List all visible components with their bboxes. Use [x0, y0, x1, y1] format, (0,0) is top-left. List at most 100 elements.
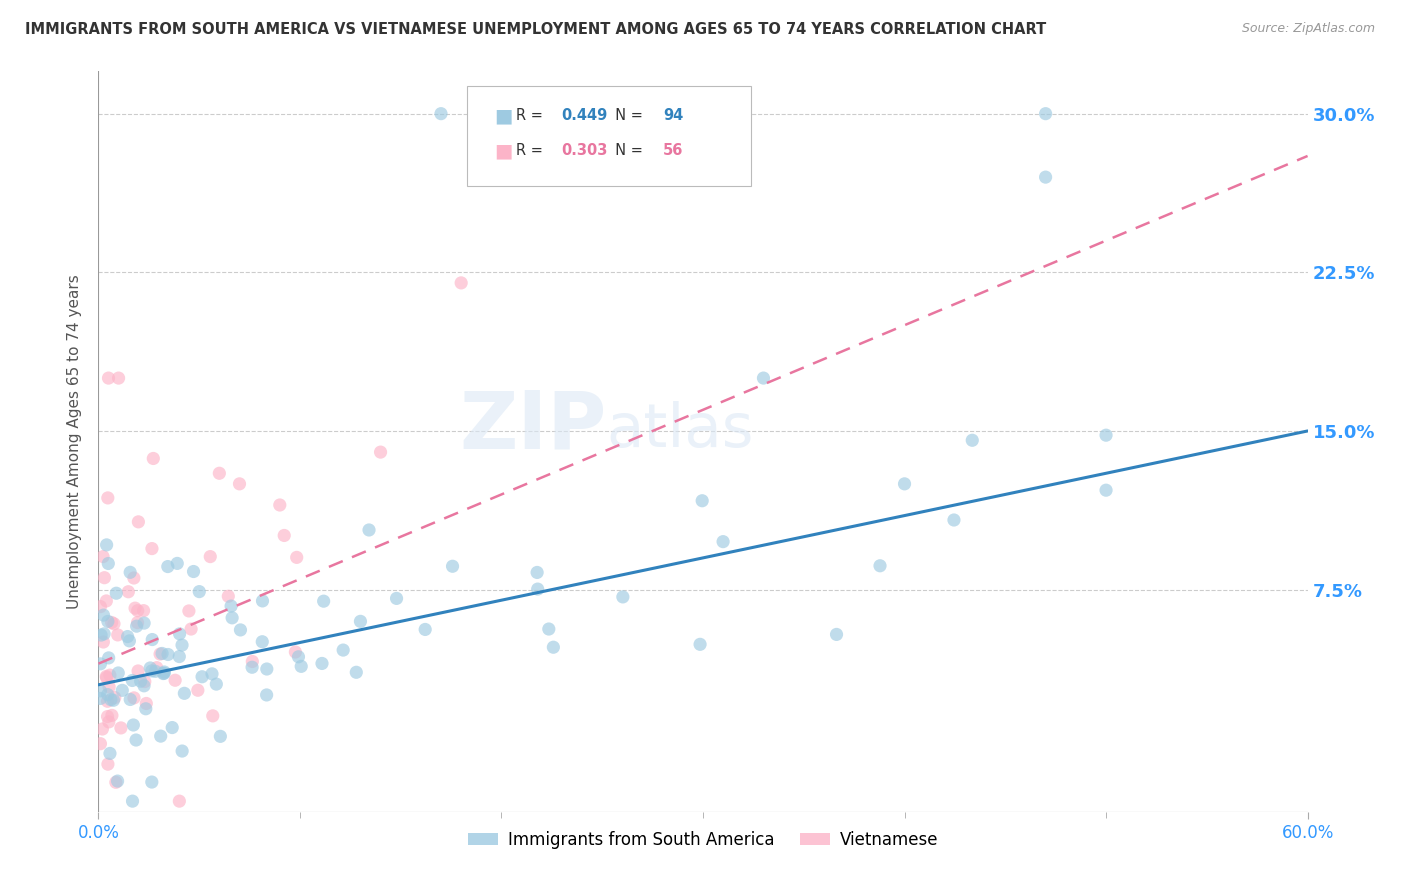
- Point: [543, 640, 565, 655]
- Point: [96, 671, 118, 685]
- Point: [201, 666, 224, 681]
- Point: [89, 691, 111, 706]
- Point: [150, 647, 173, 661]
- Point: [217, 589, 239, 603]
- Point: [252, 594, 274, 608]
- Point: [612, 590, 634, 604]
- Point: [107, 371, 129, 385]
- Point: [269, 498, 291, 512]
- Point: [98, 680, 121, 694]
- Point: [122, 690, 145, 705]
- Text: ■: ■: [494, 107, 512, 126]
- Point: [290, 659, 312, 673]
- Point: [134, 674, 156, 689]
- Point: [370, 445, 392, 459]
- Point: [240, 660, 263, 674]
- Point: [149, 647, 172, 661]
- Point: [173, 686, 195, 700]
- Point: [1035, 170, 1057, 185]
- Point: [122, 571, 145, 585]
- Point: [135, 697, 157, 711]
- Point: [122, 718, 145, 732]
- Point: [205, 677, 228, 691]
- Point: [430, 106, 453, 120]
- Point: [97, 651, 120, 665]
- Point: [256, 688, 278, 702]
- Point: [91, 549, 114, 564]
- Point: [103, 616, 125, 631]
- Point: [96, 709, 118, 723]
- Point: [201, 709, 224, 723]
- Point: [103, 693, 125, 707]
- Point: [117, 584, 139, 599]
- Point: [152, 666, 174, 681]
- Text: ■: ■: [494, 142, 512, 161]
- Point: [169, 627, 191, 641]
- Point: [134, 616, 156, 631]
- Point: [97, 491, 120, 505]
- Point: [157, 648, 180, 662]
- Text: atlas: atlas: [606, 401, 754, 460]
- Point: [180, 622, 202, 636]
- Point: [219, 599, 242, 613]
- Point: [413, 623, 436, 637]
- Point: [153, 665, 176, 679]
- Text: 0.303: 0.303: [561, 144, 607, 158]
- Point: [89, 684, 111, 698]
- Text: Source: ZipAtlas.com: Source: ZipAtlas.com: [1241, 22, 1375, 36]
- Point: [1095, 428, 1118, 442]
- Point: [127, 604, 149, 618]
- Point: [100, 615, 122, 630]
- Point: [344, 665, 367, 680]
- Point: [170, 638, 193, 652]
- Point: [689, 637, 711, 651]
- Point: [145, 660, 167, 674]
- Point: [141, 632, 163, 647]
- Point: [93, 608, 115, 623]
- Point: [93, 635, 115, 649]
- Point: [1035, 106, 1057, 120]
- Point: [690, 493, 713, 508]
- Point: [526, 582, 548, 596]
- Point: [711, 534, 734, 549]
- Point: [127, 515, 149, 529]
- Point: [869, 558, 891, 573]
- Point: [118, 633, 141, 648]
- Point: [893, 476, 915, 491]
- FancyBboxPatch shape: [467, 87, 751, 186]
- Point: [141, 775, 163, 789]
- Point: [285, 550, 308, 565]
- Point: [96, 669, 118, 683]
- Point: [942, 513, 965, 527]
- Text: R =: R =: [516, 144, 547, 158]
- Point: [169, 649, 191, 664]
- Point: [97, 714, 120, 729]
- Point: [312, 594, 335, 608]
- Y-axis label: Unemployment Among Ages 65 to 74 years: Unemployment Among Ages 65 to 74 years: [67, 274, 83, 609]
- Point: [97, 557, 120, 571]
- Point: [96, 694, 118, 708]
- Point: [93, 627, 115, 641]
- Point: [183, 565, 205, 579]
- Point: [90, 628, 112, 642]
- Point: [252, 634, 274, 648]
- Point: [177, 604, 200, 618]
- Point: [153, 666, 176, 681]
- Point: [209, 730, 232, 744]
- Point: [125, 619, 148, 633]
- Point: [107, 774, 129, 789]
- Point: [229, 623, 252, 637]
- Text: 56: 56: [664, 144, 683, 158]
- Point: [107, 628, 129, 642]
- Point: [141, 541, 163, 556]
- Point: [200, 549, 222, 564]
- Point: [441, 559, 464, 574]
- Point: [188, 584, 211, 599]
- Point: [825, 627, 848, 641]
- Point: [107, 665, 129, 680]
- Point: [104, 690, 127, 705]
- Text: N =: N =: [606, 144, 648, 158]
- Text: IMMIGRANTS FROM SOUTH AMERICA VS VIETNAMESE UNEMPLOYMENT AMONG AGES 65 TO 74 YEA: IMMIGRANTS FROM SOUTH AMERICA VS VIETNAM…: [25, 22, 1046, 37]
- Point: [287, 649, 309, 664]
- Point: [256, 662, 278, 676]
